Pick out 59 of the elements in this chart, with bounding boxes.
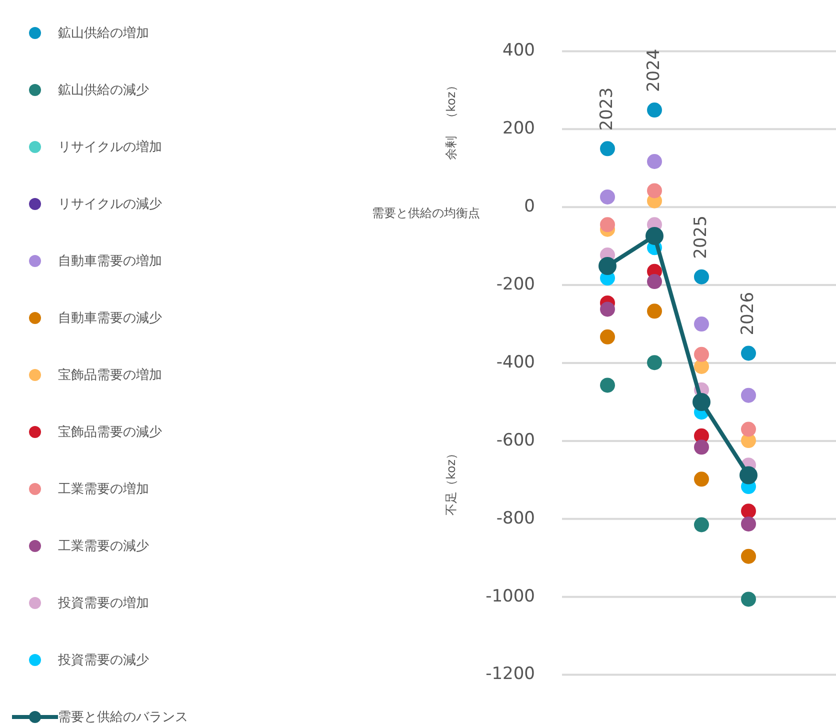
text: 不足（koz）	[444, 447, 458, 516]
y-tick-label: 200	[502, 118, 535, 139]
x-tick-label: 2025	[690, 216, 711, 259]
point	[741, 422, 756, 437]
point	[692, 392, 710, 411]
y-tick-label: 0	[524, 196, 535, 217]
point	[741, 592, 756, 607]
x-tick-label: 2026	[738, 292, 758, 336]
point	[647, 154, 662, 169]
x-tick-label: 2024	[644, 48, 664, 92]
legend-label: リサイクルの減少	[58, 196, 162, 213]
point	[694, 316, 709, 332]
y-tick-label: -200	[496, 274, 535, 294]
point	[600, 378, 615, 393]
point	[647, 355, 662, 370]
y-tick-label: -600	[496, 430, 535, 450]
point	[646, 226, 664, 245]
point	[647, 274, 662, 290]
point	[600, 189, 615, 204]
point	[694, 346, 709, 362]
text: 余剰 （koz）	[444, 80, 458, 160]
legend-label: 工業需要の減少	[58, 538, 149, 555]
legend-label: 鉱山供給の減少	[58, 82, 149, 99]
point	[600, 302, 615, 317]
legend-label: 宝飾品需要の増加	[58, 366, 162, 384]
point	[647, 102, 662, 118]
point	[741, 516, 756, 532]
y-tick-label: -1200	[486, 664, 535, 684]
point	[741, 346, 756, 361]
legend-label: 投資需要の減少	[58, 652, 149, 669]
text: 需要と供給の均衡点	[372, 206, 480, 220]
y-tick-label: 400	[502, 40, 535, 61]
legend-label: 鉱山供給の増加	[58, 24, 149, 42]
legend-label: 宝飾品需要の減少	[58, 424, 162, 441]
point	[694, 269, 709, 284]
point	[600, 329, 615, 344]
y-tick-label: -1000	[486, 586, 535, 606]
point	[647, 304, 662, 319]
legend-label: 工業需要の増加	[58, 480, 149, 498]
x-tick-label: 2023	[596, 87, 617, 131]
point	[694, 472, 709, 487]
point	[694, 440, 709, 455]
point	[600, 141, 615, 156]
y-tick-label: -800	[496, 508, 535, 528]
legend-label: 需要と供給のバランス	[58, 709, 188, 726]
legend-label: 投資需要の増加	[58, 594, 149, 612]
y-tick-label: -400	[496, 352, 535, 372]
point	[647, 183, 662, 198]
point	[741, 388, 756, 403]
legend-label: 自動車需要の増加	[58, 252, 162, 270]
point	[694, 359, 709, 374]
legend-label: 自動車需要の減少	[58, 310, 162, 327]
point	[740, 466, 758, 484]
point	[741, 548, 756, 564]
point	[600, 217, 615, 232]
point	[741, 504, 756, 519]
point	[598, 256, 616, 275]
point	[694, 517, 709, 532]
legend-label: リサイクルの増加	[58, 138, 162, 156]
